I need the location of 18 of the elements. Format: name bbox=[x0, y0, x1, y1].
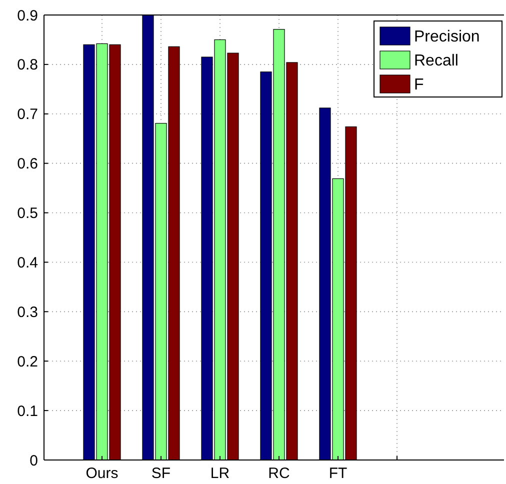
legend-label: F bbox=[414, 76, 424, 94]
x-tick-label: SF bbox=[151, 465, 171, 482]
legend-label: Precision bbox=[414, 28, 480, 46]
y-tick-label: 0.1 bbox=[17, 402, 38, 420]
legend-label: Recall bbox=[414, 52, 458, 70]
y-tick-label: 0.4 bbox=[17, 254, 38, 272]
y-tick-label: 0.6 bbox=[17, 156, 38, 173]
y-tick-label: 0.9 bbox=[17, 7, 38, 24]
x-tick-label: RC bbox=[268, 465, 290, 482]
y-tick-label: 0 bbox=[30, 452, 38, 470]
x-tick-label: FT bbox=[328, 465, 348, 482]
y-tick-label: 0.7 bbox=[17, 106, 38, 124]
y-tick-label: 0.3 bbox=[17, 304, 38, 321]
y-tick-label: 0.2 bbox=[17, 353, 38, 370]
x-tick-label: LR bbox=[210, 465, 230, 482]
x-tick-label: Ours bbox=[86, 465, 118, 482]
y-tick-label: 0.8 bbox=[17, 56, 38, 74]
y-tick-label: 0.5 bbox=[17, 205, 38, 222]
